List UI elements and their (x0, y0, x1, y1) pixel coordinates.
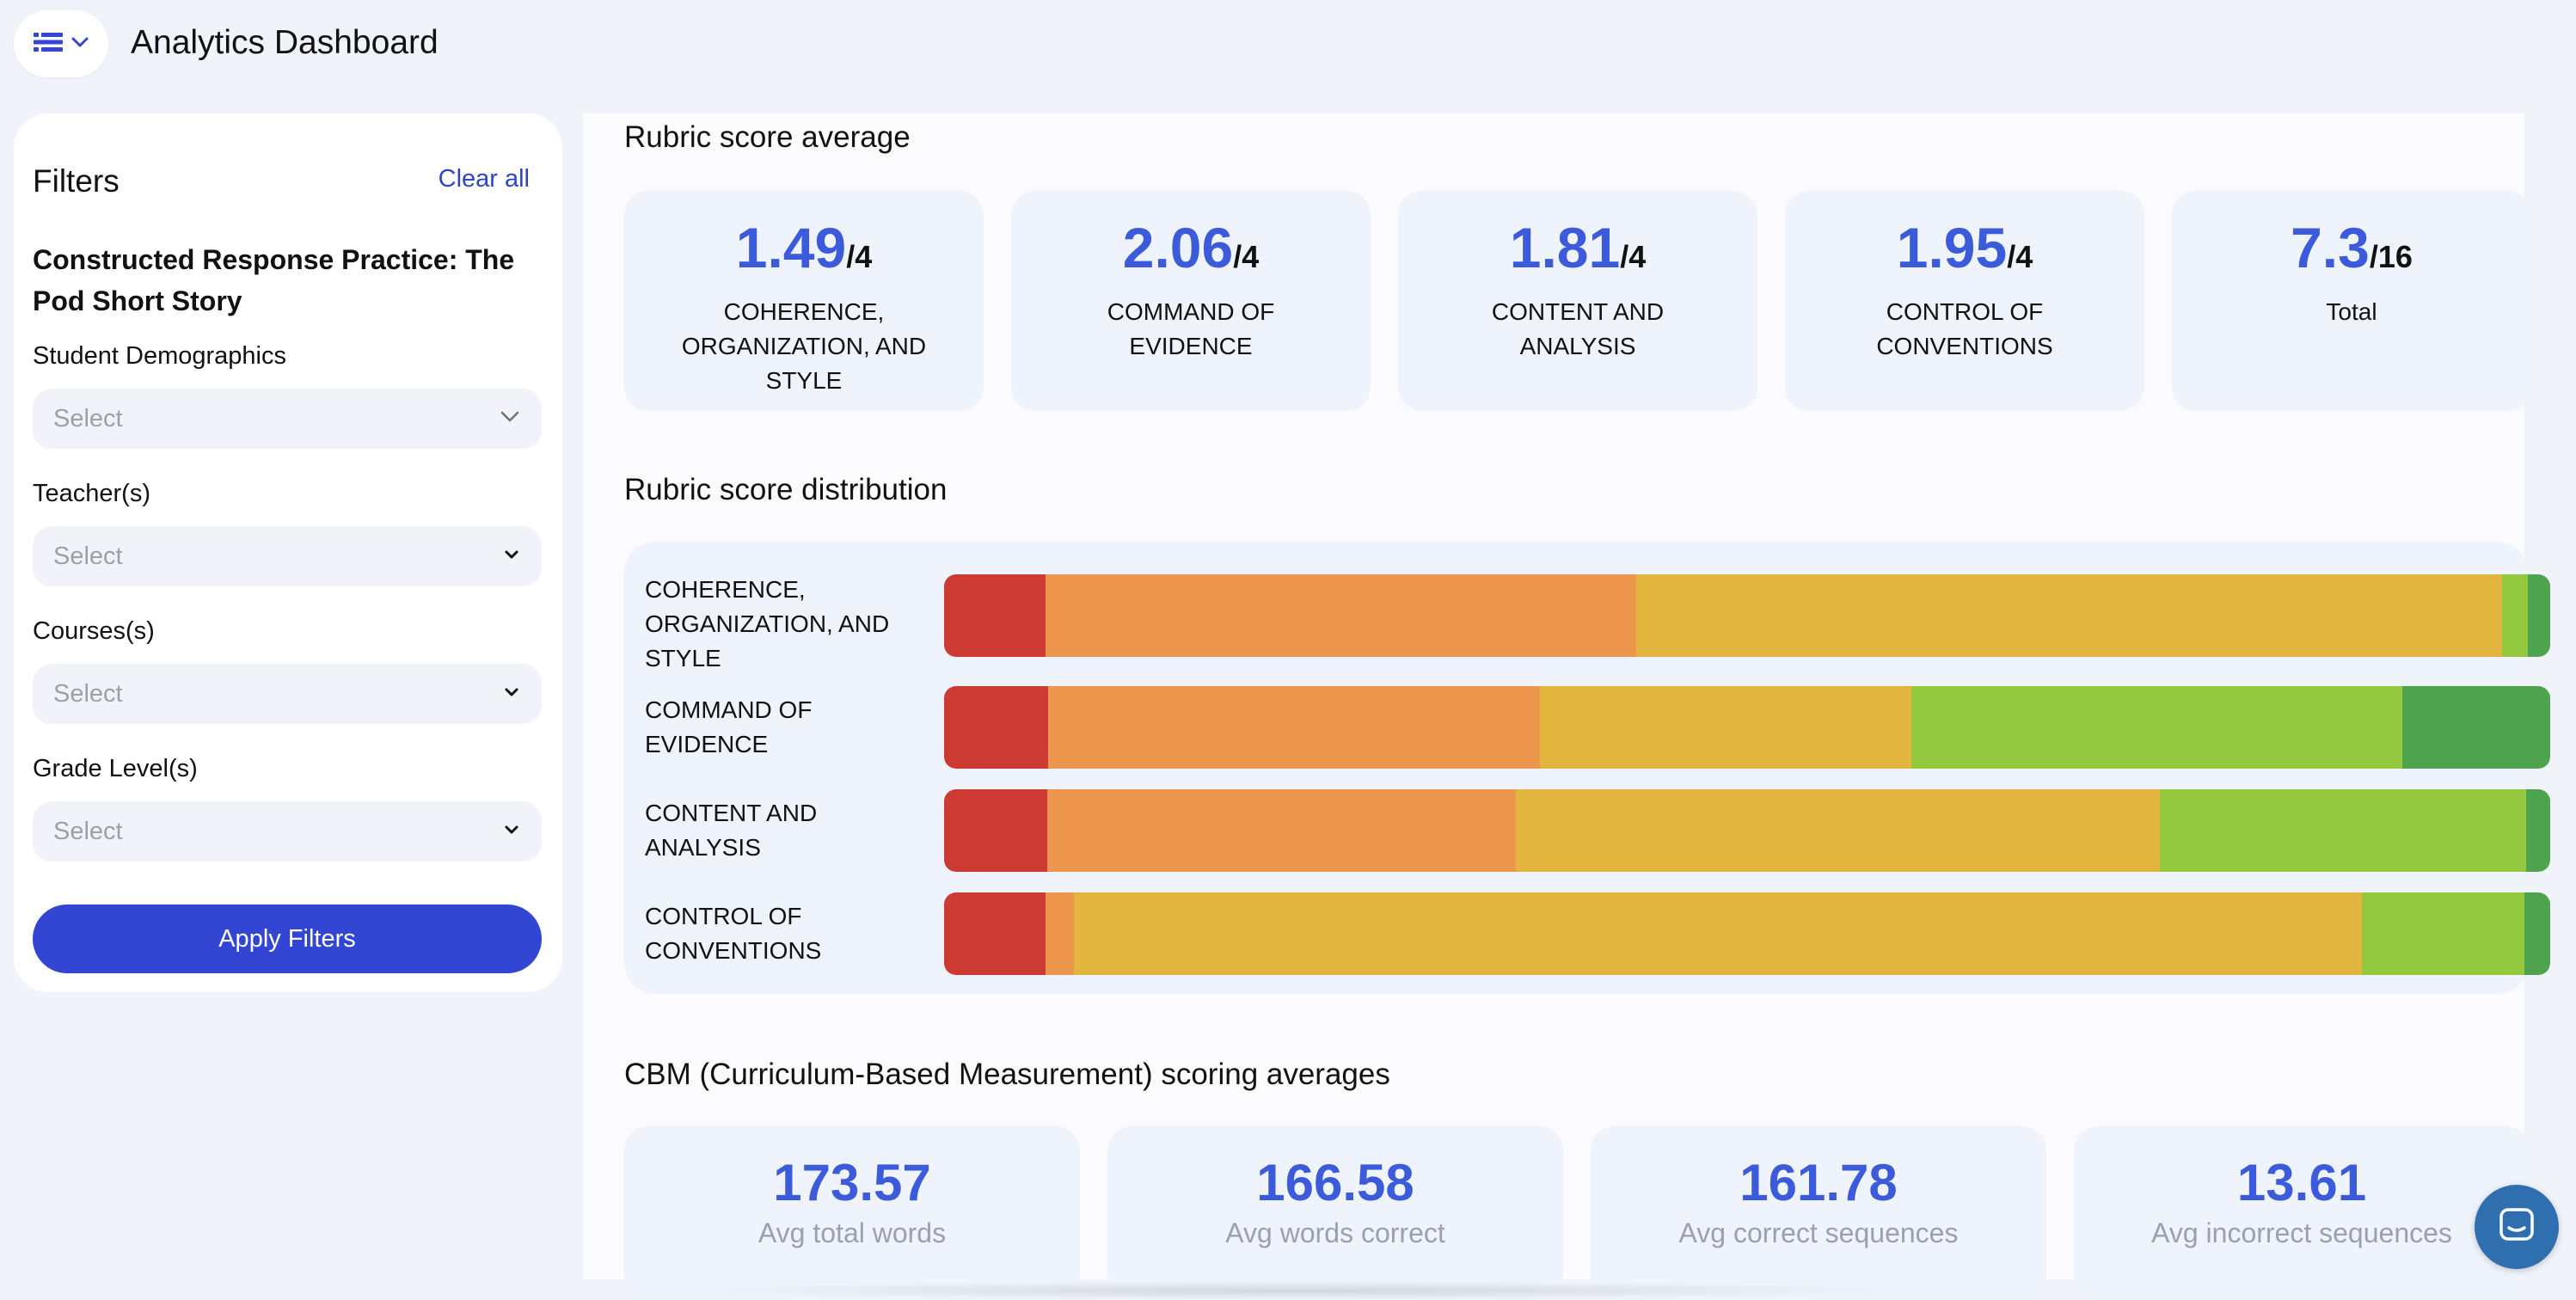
filters-title: Filters (33, 163, 120, 199)
student-demographics-select[interactable]: Select (33, 389, 542, 449)
distribution-segment-score-0 (944, 892, 1046, 975)
cbm-card: 173.57 Avg total words (624, 1126, 1080, 1298)
cbm-card: 13.61 Avg incorrect sequences (2074, 1126, 2530, 1298)
chat-icon (2496, 1205, 2537, 1250)
score-label: CONTROL OF CONVENTIONS (1876, 298, 2053, 359)
grade-levels-select[interactable]: Select (33, 801, 542, 862)
teachers-label: Teacher(s) (33, 480, 150, 507)
score-value: 1.95 (1896, 216, 2008, 279)
distribution-segment-score-0 (944, 574, 1046, 657)
distribution-segment-score-3 (2362, 892, 2525, 975)
score-card: 7.3/16 Total (2172, 191, 2531, 411)
score-card: 1.95/4 CONTROL OF CONVENTIONS (1785, 191, 2144, 411)
distribution-segment-score-3 (2160, 789, 2526, 872)
chevron-down-icon (71, 36, 89, 52)
distribution-segment-score-1 (1045, 892, 1075, 975)
rubric-distribution-chart: COHERENCE, ORGANIZATION, AND STYLE COMMA… (624, 542, 2550, 994)
score-card: 2.06/4 COMMAND OF EVIDENCE (1011, 191, 1371, 411)
score-value: 2.06 (1122, 216, 1234, 279)
distribution-segment-score-1 (1048, 686, 1540, 769)
score-max: /4 (1620, 239, 1647, 274)
distribution-segment-score-2 (1516, 789, 2161, 872)
cbm-value: 173.57 (773, 1154, 931, 1211)
apply-filters-button[interactable]: Apply Filters (33, 904, 542, 973)
score-max: /16 (2369, 239, 2413, 274)
score-value: 7.3 (2291, 216, 2370, 279)
distribution-segment-score-4 (2527, 574, 2550, 657)
chevron-down-icon (504, 686, 519, 702)
clear-all-link[interactable]: Clear all (438, 165, 530, 193)
courses-label: Courses(s) (33, 617, 155, 645)
distribution-row-label: CONTENT AND ANALYSIS (645, 800, 818, 861)
distribution-row: COHERENCE, ORGANIZATION, AND STYLE (624, 573, 2550, 671)
dashboard-menu-button[interactable] (14, 10, 108, 77)
cbm-value: 13.61 (2236, 1154, 2367, 1211)
distribution-segment-score-3 (2501, 574, 2528, 657)
page-title: Analytics Dashboard (131, 24, 439, 61)
rubric-average-title: Rubric score average (624, 120, 911, 154)
cbm-title: CBM (Curriculum-Based Measurement) scori… (624, 1058, 1390, 1091)
distribution-row: CONTROL OF CONVENTIONS (624, 892, 2550, 975)
distribution-segment-score-3 (1911, 686, 2403, 769)
student-demographics-label: Student Demographics (33, 342, 286, 370)
cbm-value: 166.58 (1256, 1154, 1414, 1211)
score-max: /4 (1233, 239, 1260, 274)
cbm-value: 161.78 (1739, 1154, 1898, 1211)
cbm-card: 161.78 Avg correct sequences (1591, 1126, 2046, 1298)
distribution-segment-score-4 (2402, 686, 2550, 769)
distribution-bar (944, 789, 2550, 872)
select-placeholder: Select (53, 817, 123, 845)
distribution-row-label: COMMAND OF EVIDENCE (645, 696, 813, 757)
chevron-down-icon (500, 411, 519, 427)
chevron-down-icon (504, 824, 519, 839)
score-value: 1.81 (1509, 216, 1621, 279)
chat-button[interactable] (2475, 1185, 2559, 1269)
score-label: CONTENT AND ANALYSIS (1491, 298, 1665, 359)
distribution-segment-score-4 (2524, 892, 2550, 975)
dashboard-icon (34, 32, 63, 56)
distribution-segment-score-0 (944, 686, 1049, 769)
score-value: 1.49 (735, 216, 847, 279)
distribution-segment-score-1 (1046, 789, 1516, 872)
score-label: COHERENCE, ORGANIZATION, AND STYLE (681, 298, 927, 394)
score-card: 1.49/4 COHERENCE, ORGANIZATION, AND STYL… (624, 191, 984, 411)
score-card: 1.81/4 CONTENT AND ANALYSIS (1398, 191, 1757, 411)
cbm-label: Avg total words (757, 1217, 947, 1248)
courses-select[interactable]: Select (33, 664, 542, 724)
score-label: COMMAND OF EVIDENCE (1107, 298, 1275, 359)
chevron-down-icon (504, 549, 519, 564)
filters-panel: Filters Clear all Constructed Response P… (14, 113, 562, 992)
rubric-distribution-title: Rubric score distribution (624, 473, 948, 506)
scroll-shadow (671, 1281, 1926, 1300)
distribution-bar (944, 686, 2550, 769)
distribution-bar (944, 892, 2550, 975)
cbm-label: Avg correct sequences (1678, 1217, 1959, 1248)
select-placeholder: Select (53, 679, 123, 708)
cbm-card: 166.58 Avg words correct (1107, 1126, 1563, 1298)
distribution-row: COMMAND OF EVIDENCE (624, 686, 2550, 769)
score-label: Total (2326, 298, 2377, 325)
distribution-segment-score-2 (1636, 574, 2502, 657)
grade-levels-label: Grade Level(s) (33, 755, 198, 782)
app-header: Analytics Dashboard (0, 0, 2576, 89)
cbm-label: Avg incorrect sequences (2151, 1217, 2452, 1248)
distribution-segment-score-4 (2525, 789, 2550, 872)
score-max: /4 (846, 239, 873, 274)
distribution-segment-score-2 (1074, 892, 2363, 975)
distribution-segment-score-2 (1540, 686, 1911, 769)
distribution-row-label: COHERENCE, ORGANIZATION, AND STYLE (645, 576, 890, 671)
distribution-row-label: CONTROL OF CONVENTIONS (645, 903, 822, 964)
assignment-title: Constructed Response Practice: The Pod S… (33, 244, 515, 316)
teachers-select[interactable]: Select (33, 526, 542, 586)
score-max: /4 (2007, 239, 2033, 274)
select-placeholder: Select (53, 404, 123, 432)
distribution-segment-score-0 (944, 789, 1047, 872)
cbm-label: Avg words correct (1225, 1217, 1445, 1248)
distribution-segment-score-1 (1045, 574, 1637, 657)
select-placeholder: Select (53, 542, 123, 570)
distribution-row: CONTENT AND ANALYSIS (624, 789, 2550, 872)
distribution-bar (944, 574, 2550, 657)
main-content: Rubric score average 1.49/4 COHERENCE, O… (583, 113, 2550, 1298)
